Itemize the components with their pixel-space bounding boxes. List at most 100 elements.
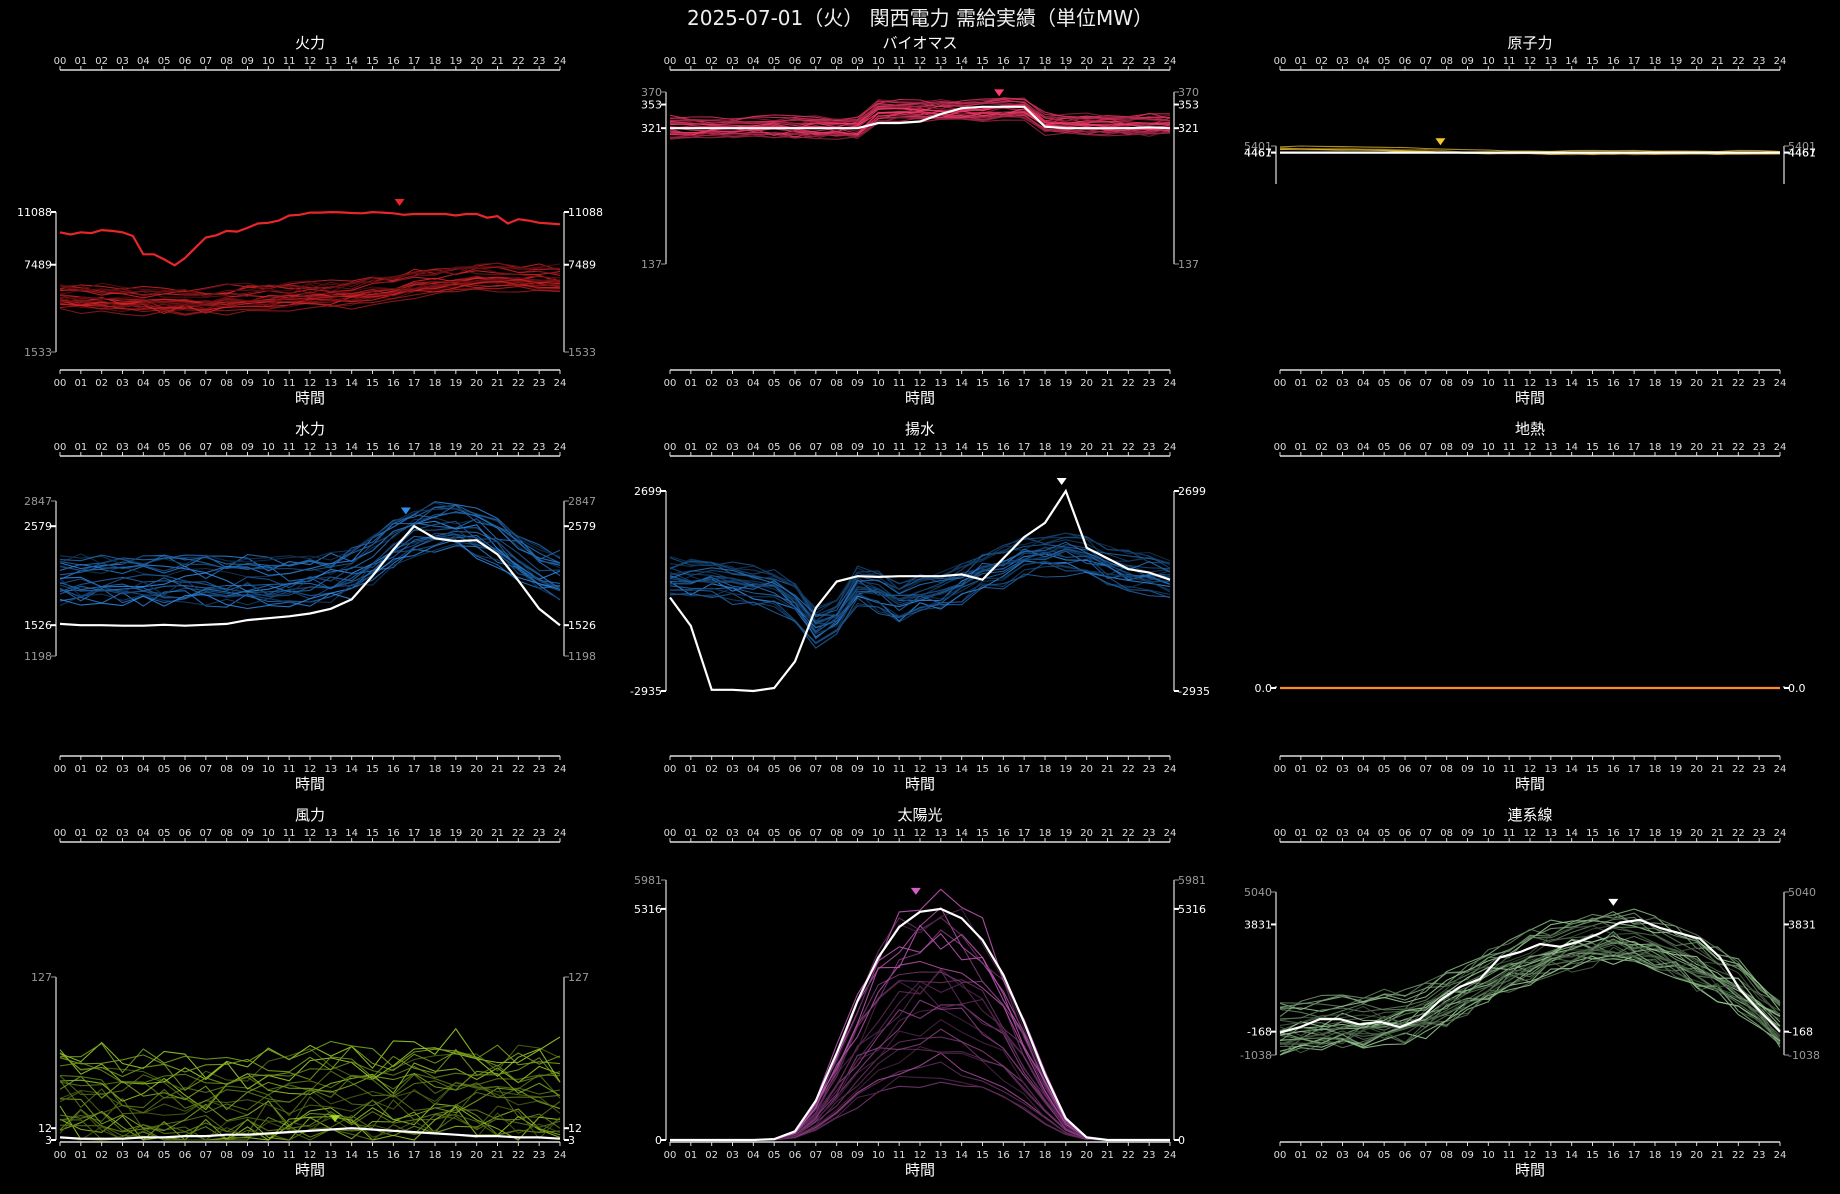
top-hour-label: 09 xyxy=(241,442,254,453)
panel-title: 太陽光 xyxy=(897,806,942,824)
bottom-hour-label: 14 xyxy=(1565,764,1578,775)
top-hour-label: 08 xyxy=(220,828,233,839)
bottom-hour-label: 06 xyxy=(789,764,802,775)
bottom-hour-label: 17 xyxy=(1018,378,1031,389)
top-hour-label: 13 xyxy=(934,828,947,839)
top-hour-label: 13 xyxy=(324,442,337,453)
top-hour-label: 11 xyxy=(893,828,906,839)
bottom-hour-label: 12 xyxy=(304,764,317,775)
top-hour-label: 09 xyxy=(851,56,864,67)
bottom-hour-label: 15 xyxy=(1586,1150,1599,1161)
top-hour-label: 16 xyxy=(1607,828,1620,839)
bottom-hour-label: 07 xyxy=(1419,1150,1432,1161)
series-history-line xyxy=(670,1075,1170,1141)
top-hour-label: 09 xyxy=(1461,828,1474,839)
top-hour-label: 05 xyxy=(1378,442,1391,453)
bottom-hour-label: 23 xyxy=(1143,378,1156,389)
top-hour-label: 08 xyxy=(830,828,843,839)
top-hour-label: 11 xyxy=(893,56,906,67)
bottom-hour-label: 16 xyxy=(1607,764,1620,775)
scale-tick-label: 2699 xyxy=(1178,485,1206,498)
top-hour-label: 01 xyxy=(1294,442,1307,453)
top-hour-label: 16 xyxy=(1607,442,1620,453)
bottom-hour-label: 19 xyxy=(449,764,462,775)
top-hour-label: 24 xyxy=(1164,442,1177,453)
bottom-hour-label: 08 xyxy=(220,378,233,389)
bottom-hour-label: 00 xyxy=(1274,1150,1287,1161)
bottom-hour-label: 18 xyxy=(1039,378,1052,389)
top-hour-label: 07 xyxy=(199,828,212,839)
top-hour-label: 09 xyxy=(241,828,254,839)
bottom-hour-label: 21 xyxy=(491,378,504,389)
bottom-hour-label: 05 xyxy=(768,1150,781,1161)
bottom-hour-label: 12 xyxy=(914,1150,927,1161)
top-hour-label: 21 xyxy=(1101,442,1114,453)
x-axis-label: 時間 xyxy=(905,1161,935,1179)
bottom-hour-label: 23 xyxy=(533,764,546,775)
scale-tick-label: 0.0 xyxy=(1788,682,1806,695)
bottom-hour-label: 09 xyxy=(851,1150,864,1161)
bottom-hour-label: 23 xyxy=(1753,378,1766,389)
series-today-line xyxy=(59,524,561,627)
bottom-hour-label: 15 xyxy=(976,378,989,389)
bottom-hour-label: 23 xyxy=(1143,1150,1156,1161)
series-history-line xyxy=(670,1004,1170,1141)
bottom-hour-label: 01 xyxy=(1294,378,1307,389)
series-history-line xyxy=(670,1048,1170,1141)
series-history-line xyxy=(1279,935,1781,1035)
top-hour-label: 22 xyxy=(1122,56,1135,67)
bottom-hour-label: 11 xyxy=(283,764,296,775)
top-hour-label: 13 xyxy=(1544,828,1557,839)
bottom-hour-label: 09 xyxy=(1461,1150,1474,1161)
top-hour-label: 10 xyxy=(872,828,885,839)
bottom-hour-label: 13 xyxy=(324,764,337,775)
bottom-hour-label: 12 xyxy=(304,378,317,389)
series-today-line xyxy=(59,1127,561,1140)
bottom-hour-label: 09 xyxy=(1461,378,1474,389)
top-hour-label: 18 xyxy=(429,442,442,453)
top-hour-label: 06 xyxy=(789,442,802,453)
bottom-hour-label: 17 xyxy=(408,764,421,775)
bottom-hour-label: 13 xyxy=(324,1150,337,1161)
series-history-line xyxy=(59,1075,561,1109)
top-hour-label: 13 xyxy=(1544,442,1557,453)
top-hour-label: 23 xyxy=(1753,56,1766,67)
series-today-line xyxy=(670,105,1171,130)
bottom-hour-label: 03 xyxy=(1336,378,1349,389)
bottom-hour-label: 01 xyxy=(1294,764,1307,775)
bottom-hour-label: 17 xyxy=(1018,764,1031,775)
top-hour-label: 03 xyxy=(116,828,129,839)
top-hour-label: 09 xyxy=(241,56,254,67)
bottom-hour-label: 15 xyxy=(1586,764,1599,775)
series-history-line xyxy=(670,971,1170,1141)
bottom-hour-label: 23 xyxy=(1753,1150,1766,1161)
top-hour-label: 04 xyxy=(1357,442,1370,453)
bottom-hour-label: 06 xyxy=(1399,764,1412,775)
bottom-hour-label: 20 xyxy=(1080,764,1093,775)
series-history-line xyxy=(670,1028,1170,1141)
x-axis-label: 時間 xyxy=(295,389,325,407)
bottom-hour-label: 05 xyxy=(768,764,781,775)
top-hour-label: 19 xyxy=(449,442,462,453)
bottom-hour-label: 14 xyxy=(955,378,968,389)
top-hour-label: 14 xyxy=(955,56,968,67)
bottom-hour-label: 05 xyxy=(158,378,171,389)
peak-marker-icon xyxy=(1435,138,1446,146)
x-axis-label: 時間 xyxy=(905,389,935,407)
top-hour-label: 18 xyxy=(429,828,442,839)
bottom-hour-label: 05 xyxy=(768,378,781,389)
chart-panel-4: 水力 00 01 02 03 04 05 06 07 08 09 10 11 12 13 14 15 16 17 18… xyxy=(24,420,596,793)
series-history-line xyxy=(669,104,1171,127)
top-hour-label: 23 xyxy=(533,828,546,839)
series-history-line xyxy=(59,502,561,565)
bottom-hour-label: 07 xyxy=(199,378,212,389)
series-history-line xyxy=(59,1048,561,1091)
chart-panel-6: 地熱 00 01 02 03 04 05 06 07 08 09 10 11 12 13 14 15 16 17 18… xyxy=(1255,420,1806,793)
top-hour-label: 20 xyxy=(1690,56,1703,67)
series-history-line xyxy=(59,1062,561,1111)
series-history-line xyxy=(59,538,561,610)
series-history-line xyxy=(59,1109,561,1135)
bottom-hour-label: 16 xyxy=(387,1150,400,1161)
top-hour-label: 09 xyxy=(851,442,864,453)
